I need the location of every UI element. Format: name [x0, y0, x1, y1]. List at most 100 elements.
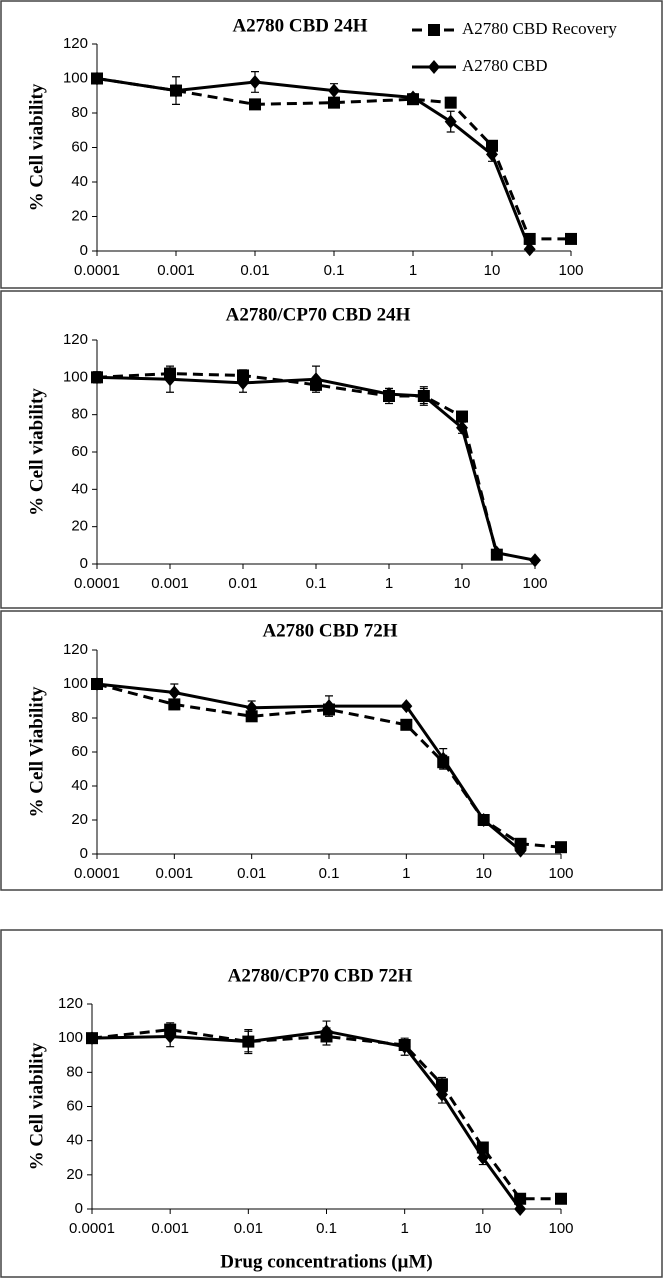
data-point: [310, 372, 322, 387]
x-tick-label: 1: [409, 262, 417, 279]
data-point: [407, 90, 419, 105]
x-tick-label: 10: [454, 575, 471, 592]
y-axis-label: % Cell Viability: [26, 686, 47, 817]
x-tick-label: 1: [385, 575, 393, 592]
data-point: [170, 83, 182, 98]
data-point: [435, 1087, 448, 1102]
x-tick-label: 0.001: [151, 1220, 189, 1237]
y-tick-label: 20: [66, 1166, 83, 1183]
y-tick-label: 20: [71, 811, 88, 828]
x-tick-label: 10: [475, 865, 492, 882]
series-line: [91, 1028, 561, 1201]
data-point: [249, 74, 261, 89]
x-tick-label: 100: [522, 575, 547, 592]
legend-label: A2780 CBD Recovery: [462, 19, 617, 38]
x-tick-label: 100: [558, 262, 583, 279]
data-point: [477, 813, 490, 827]
x-tick-label: 0.01: [234, 1220, 263, 1237]
data-point: [400, 699, 413, 714]
data-point: [555, 1192, 567, 1205]
x-tick-label: 10: [474, 1220, 491, 1237]
series-line: [96, 375, 536, 562]
series-line: [91, 1029, 522, 1210]
panel-frame: [0, 929, 663, 1278]
y-tick-label: 100: [63, 368, 88, 385]
data-point: [523, 242, 536, 257]
x-tick-label: 100: [548, 1220, 573, 1237]
data-point: [514, 1192, 527, 1205]
series-line: [96, 682, 562, 849]
y-tick-label: 20: [71, 207, 88, 224]
data-point: [328, 96, 340, 109]
y-tick-label: 80: [66, 1063, 83, 1080]
x-tick-label: 0.01: [228, 575, 257, 592]
y-tick-label: 40: [71, 173, 88, 190]
x-tick-label: 0.1: [306, 575, 327, 592]
y-axis-label: % Cell viability: [26, 1042, 47, 1170]
data-point: [476, 1150, 489, 1165]
y-tick-label: 40: [71, 480, 88, 497]
x-tick-label: 0.0001: [74, 865, 120, 882]
y-tick-label: 0: [80, 555, 88, 572]
y-tick-label: 60: [71, 443, 88, 460]
panel-frame: [0, 290, 663, 609]
x-tick-label: 1: [400, 1220, 408, 1237]
y-tick-label: 80: [71, 104, 88, 121]
data-point: [398, 1039, 411, 1054]
data-point: [164, 372, 176, 387]
data-point: [435, 1078, 448, 1091]
chart-title: A2780 CBD 24H: [232, 15, 367, 36]
y-tick-label: 120: [63, 641, 88, 658]
data-point: [86, 1031, 98, 1046]
data-point: [91, 370, 103, 385]
x-tick-label: 100: [548, 865, 573, 882]
data-point: [514, 1202, 527, 1216]
x-tick-label: 0.0001: [74, 575, 120, 592]
x-tick-label: 0.0001: [74, 262, 120, 279]
data-point: [555, 841, 567, 854]
y-tick-label: 120: [63, 35, 88, 52]
x-tick-label: 0.001: [156, 865, 194, 882]
data-point: [456, 420, 468, 435]
y-axis-label: % Cell viability: [26, 388, 47, 516]
x-tick-label: 1: [402, 865, 410, 882]
y-tick-label: 120: [58, 995, 83, 1012]
x-tick-label: 0.001: [157, 262, 195, 279]
y-tick-label: 100: [58, 1029, 83, 1046]
y-tick-label: 40: [66, 1132, 83, 1149]
data-point: [164, 1029, 177, 1044]
data-point: [565, 232, 577, 245]
chart-title: A2780/CP70 CBD 24H: [226, 304, 411, 325]
data-point: [490, 545, 503, 560]
y-tick-label: 80: [71, 709, 88, 726]
x-tick-label: 0.001: [151, 575, 189, 592]
x-tick-label: 0.1: [316, 1220, 337, 1237]
chart-title: A2780 CBD 72H: [262, 620, 397, 641]
panel-frame: [0, 610, 663, 891]
x-tick-label: 0.01: [240, 262, 269, 279]
data-point: [242, 1034, 255, 1049]
x-axis-label: Drug concentrations (µM): [220, 1251, 433, 1272]
series-line: [96, 682, 522, 852]
data-point: [444, 96, 457, 109]
data-point: [444, 114, 457, 129]
y-tick-label: 60: [66, 1097, 83, 1114]
data-point: [486, 139, 498, 152]
data-point: [245, 710, 258, 723]
y-tick-label: 100: [63, 675, 88, 692]
data-point: [417, 389, 430, 403]
data-point: [237, 375, 249, 390]
y-tick-label: 40: [71, 777, 88, 794]
x-tick-label: 0.1: [324, 262, 345, 279]
y-tick-label: 80: [71, 406, 88, 423]
y-tick-label: 0: [75, 1200, 83, 1217]
data-point: [328, 83, 340, 98]
chart-title: A2780/CP70 CBD 72H: [228, 965, 413, 986]
data-point: [249, 98, 261, 111]
y-tick-label: 120: [63, 331, 88, 348]
data-point: [168, 685, 181, 700]
data-point: [456, 410, 468, 423]
y-tick-label: 100: [63, 69, 88, 86]
legend-label: A2780 CBD: [462, 56, 547, 75]
